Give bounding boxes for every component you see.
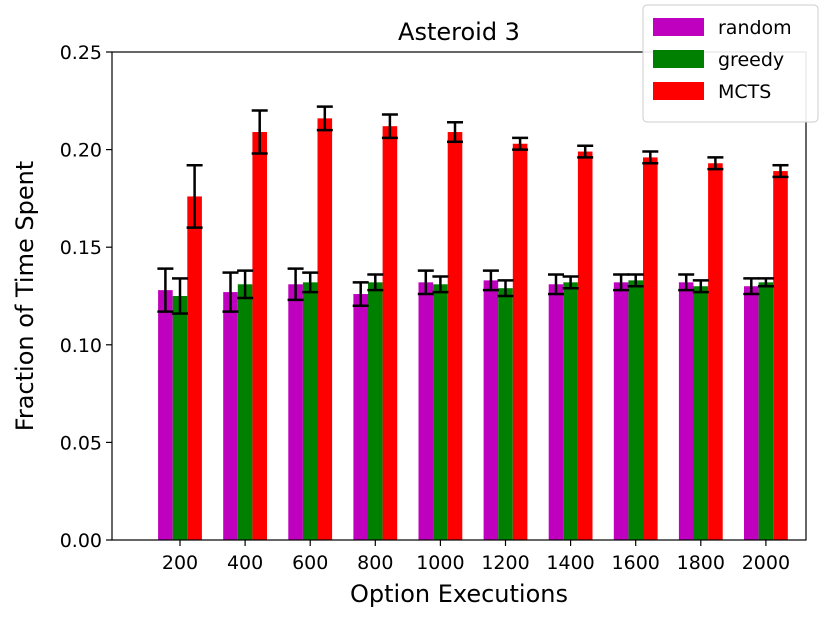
legend-swatch-MCTS (653, 82, 704, 100)
x-tick-label: 200 (162, 552, 198, 574)
error-bar-random-1200 (482, 269, 499, 292)
y-tick-label: 0.00 (60, 530, 102, 552)
chart-title: Asteroid 3 (398, 18, 520, 46)
error-bar-greedy-400 (237, 269, 254, 300)
error-bar-greedy-1200 (497, 279, 514, 298)
legend-label-greedy: greedy (718, 49, 784, 71)
y-tick-label: 0.15 (60, 237, 102, 259)
error-bar-MCTS-400 (251, 109, 268, 155)
bar-random-1600 (613, 282, 629, 540)
bar-greedy-1800 (693, 286, 709, 540)
error-bar-MCTS-1400 (577, 144, 594, 159)
bar-MCTS-600 (317, 118, 333, 541)
error-bars-layer (157, 105, 789, 315)
legend-label-MCTS: MCTS (718, 81, 771, 103)
bar-MCTS-1200 (512, 143, 528, 541)
x-tick-label: 1600 (612, 552, 660, 574)
y-axis-label: Fraction of Time Spent (11, 161, 39, 431)
bar-greedy-600 (302, 282, 318, 540)
error-bar-MCTS-200 (186, 163, 203, 229)
x-tick-label: 2000 (742, 552, 790, 574)
error-bar-greedy-1400 (562, 275, 579, 290)
x-tick-label: 1000 (416, 552, 464, 574)
bar-MCTS-1800 (708, 163, 723, 540)
error-bar-random-200 (157, 267, 174, 313)
y-tick-label: 0.05 (60, 432, 102, 454)
bar-MCTS-2000 (773, 171, 788, 540)
error-bar-MCTS-1800 (707, 156, 724, 171)
x-tick-label: 400 (227, 552, 263, 574)
error-bar-MCTS-1600 (642, 150, 659, 165)
error-bar-random-400 (222, 271, 239, 313)
y-tick-label: 0.20 (60, 140, 102, 162)
bar-random-1800 (678, 282, 694, 540)
plot-frame (111, 51, 807, 541)
error-bar-greedy-1000 (432, 275, 449, 294)
bar-greedy-1400 (563, 282, 578, 540)
x-tick-label: 1400 (546, 552, 594, 574)
x-tick-label: 600 (292, 552, 328, 574)
error-bar-random-600 (287, 267, 304, 302)
y-tick-label: 0.10 (60, 335, 102, 357)
bars-layer (158, 118, 788, 541)
bar-random-400 (223, 292, 238, 540)
bar-MCTS-1000 (447, 132, 463, 540)
x-axis-label: Option Executions (350, 580, 568, 608)
bar-MCTS-1600 (643, 157, 658, 540)
error-bar-MCTS-800 (381, 113, 398, 140)
bar-MCTS-800 (382, 126, 398, 541)
error-bar-random-1000 (417, 269, 434, 296)
bar-greedy-1600 (628, 280, 643, 540)
bar-random-1200 (483, 280, 499, 540)
bar-random-600 (288, 284, 303, 540)
bar-random-800 (353, 294, 368, 540)
error-bar-random-1800 (678, 273, 695, 292)
x-tick-label: 1200 (481, 552, 529, 574)
error-bar-MCTS-2000 (772, 163, 789, 179)
bar-MCTS-400 (252, 132, 267, 540)
legend-swatch-random (653, 18, 704, 36)
error-bar-MCTS-1200 (512, 136, 529, 151)
y-tick-label: 0.25 (60, 42, 102, 64)
error-bar-greedy-600 (302, 271, 319, 294)
bar-random-1000 (418, 282, 434, 540)
bar-greedy-800 (368, 282, 383, 540)
error-bar-greedy-1800 (692, 279, 709, 294)
bar-greedy-2000 (758, 282, 774, 540)
error-bar-greedy-2000 (757, 277, 774, 288)
bar-greedy-200 (172, 296, 188, 540)
error-bar-MCTS-1000 (447, 121, 463, 144)
bar-greedy-1200 (498, 288, 513, 540)
legend-label-random: random (718, 17, 792, 39)
bar-random-1400 (548, 284, 564, 540)
bar-greedy-400 (237, 284, 253, 540)
bar-MCTS-200 (187, 196, 202, 540)
error-bar-random-1400 (548, 273, 564, 296)
legend-swatch-greedy (653, 50, 704, 68)
legend: random greedy MCTS (642, 4, 819, 123)
error-bar-random-1600 (613, 273, 630, 292)
error-bar-greedy-800 (367, 273, 384, 292)
error-bar-MCTS-600 (316, 105, 333, 132)
error-bar-random-800 (352, 281, 369, 308)
bar-random-2000 (744, 286, 759, 540)
y-axis: 0.00 0.05 0.10 0.15 0.20 0.25 (60, 42, 112, 552)
x-axis: 200 400 600 800 1000 1200 1400 1600 1800 2000 (162, 540, 790, 574)
error-bar-greedy-1600 (627, 273, 644, 288)
x-tick-label: 800 (357, 552, 393, 574)
error-bar-greedy-200 (172, 277, 188, 315)
bar-MCTS-1400 (577, 151, 593, 541)
bar-greedy-1000 (433, 284, 448, 540)
bar-random-200 (158, 290, 173, 540)
x-tick-label: 1800 (677, 552, 725, 574)
error-bar-random-2000 (743, 277, 760, 296)
